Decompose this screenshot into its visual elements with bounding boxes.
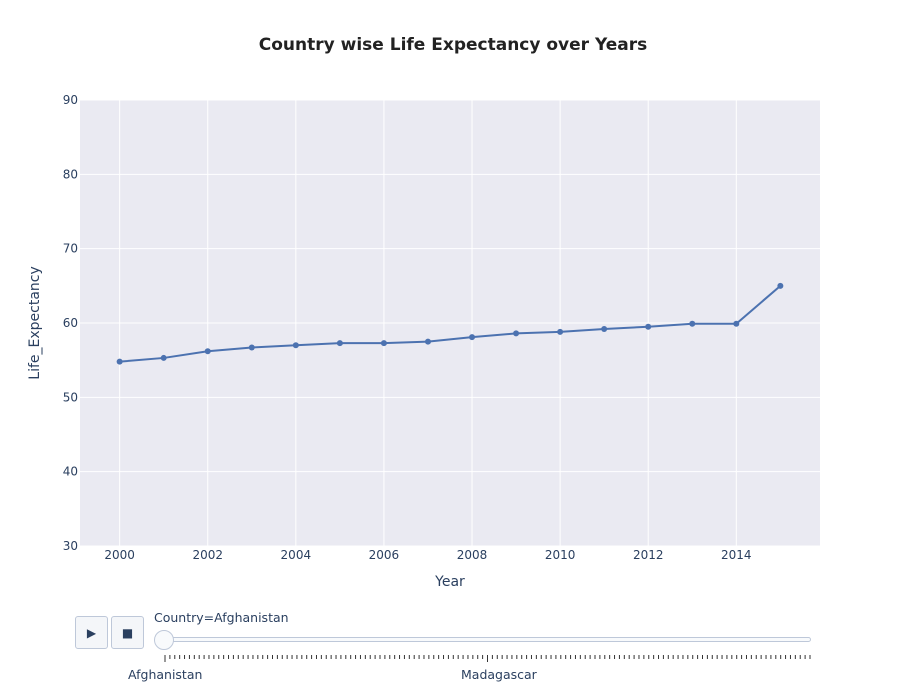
y-tick-label: 30 <box>63 539 78 553</box>
y-tick-label: 40 <box>63 465 78 479</box>
x-tick-label: 2002 <box>192 548 223 562</box>
data-point <box>248 344 255 351</box>
slider-tick-label-afghanistan: Afghanistan <box>128 667 203 682</box>
slider-current-label: Country=Afghanistan <box>154 610 289 625</box>
x-tick-label: 2006 <box>369 548 400 562</box>
play-icon: ▶ <box>86 625 97 640</box>
slider-rail[interactable] <box>164 637 811 642</box>
play-button[interactable]: ▶ <box>75 616 108 649</box>
x-tick-label: 2004 <box>281 548 312 562</box>
data-point <box>336 340 343 347</box>
stop-icon: ■ <box>121 625 134 640</box>
axis-ticks: 2000 2002 2004 2006 2008 2010 2012 2014 30 40 50 60… <box>63 93 752 562</box>
y-tick-label: 90 <box>63 93 78 107</box>
data-point <box>204 348 211 355</box>
x-tick-label: 2012 <box>633 548 664 562</box>
slider-handle[interactable] <box>154 630 174 650</box>
data-point <box>469 334 476 341</box>
series-line <box>119 285 782 363</box>
data-point <box>601 325 608 332</box>
data-point <box>116 358 123 365</box>
data-point <box>380 340 387 347</box>
slider-tick-label-madagascar: Madagascar <box>461 667 537 682</box>
chart-title: Country wise Life Expectancy over Years <box>259 35 647 55</box>
stop-button[interactable]: ■ <box>111 616 144 649</box>
data-point <box>733 320 740 327</box>
series-points <box>116 282 784 365</box>
slider-ticks <box>164 655 811 662</box>
data-point <box>424 338 431 345</box>
grid <box>80 99 820 547</box>
data-point <box>645 323 652 330</box>
y-tick-label: 60 <box>63 316 78 330</box>
data-point <box>689 320 696 327</box>
y-tick-label: 70 <box>63 242 78 256</box>
data-point <box>777 282 784 289</box>
x-tick-label: 2010 <box>545 548 576 562</box>
data-point <box>557 328 564 335</box>
y-axis-label: Life_Expectancy <box>27 266 43 379</box>
x-tick-label: 2000 <box>104 548 135 562</box>
x-axis-label: Year <box>434 574 465 590</box>
x-tick-label: 2014 <box>721 548 752 562</box>
y-tick-label: 50 <box>63 390 78 404</box>
x-tick-label: 2008 <box>457 548 488 562</box>
data-point <box>513 330 520 337</box>
data-point <box>292 342 299 349</box>
y-tick-label: 80 <box>63 167 78 181</box>
data-point <box>160 354 167 361</box>
